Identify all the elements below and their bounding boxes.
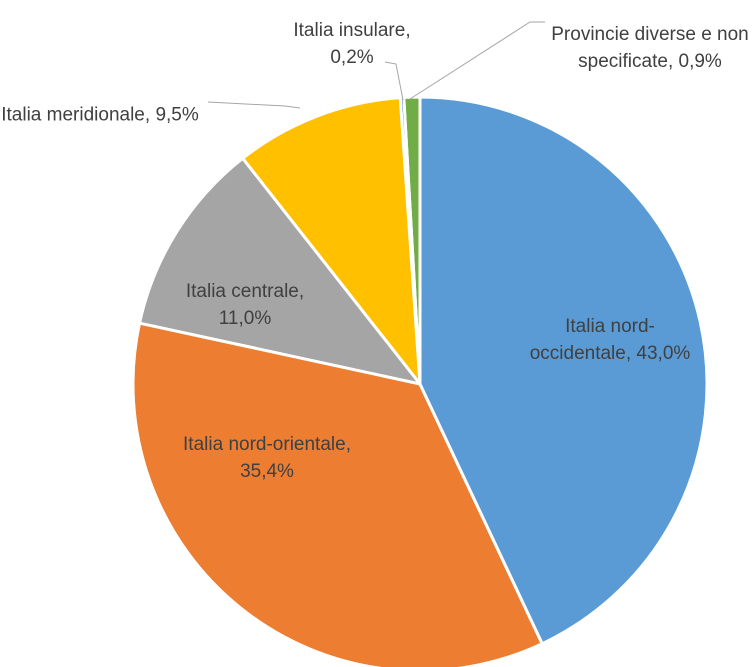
pie-slice — [138, 156, 422, 386]
data-label: Provincie diverse e non specificate, 0,9… — [540, 21, 755, 75]
label-name: Provincie diverse e non specificate — [551, 24, 755, 72]
label-name: Italia nord-orientale — [183, 434, 346, 455]
leader-line — [207, 101, 301, 109]
label-name: Italia centrale — [185, 281, 299, 302]
label-value: 0,2% — [330, 47, 374, 68]
label-separator: , — [345, 434, 357, 455]
leader-line — [409, 21, 545, 100]
leader-line — [384, 61, 404, 101]
pie-slice — [241, 96, 422, 386]
label-separator: , — [625, 343, 637, 364]
pie-slice — [418, 95, 709, 646]
data-label: Italia centrale, 11,0% — [160, 278, 330, 332]
label-value: 9,5% — [155, 104, 199, 126]
label-separator: , — [667, 51, 679, 72]
label-name: Italia meridionale — [1, 104, 145, 126]
label-separator: , — [405, 20, 416, 41]
label-value: 35,4% — [240, 461, 294, 482]
label-separator: , — [144, 104, 156, 126]
data-label: Italia insulare, 0,2% — [277, 17, 427, 71]
label-value: 43,0% — [636, 343, 691, 364]
label-separator: , — [298, 281, 310, 302]
label-value: 0,9% — [678, 51, 722, 72]
label-name: Italia nord-occidentale — [529, 316, 655, 364]
data-label: Italia meridionale, 9,5% — [0, 102, 200, 129]
label-value: 11,0% — [218, 308, 272, 329]
label-name: Italia insulare — [293, 20, 406, 41]
data-label: Italia nord-orientale, 35,4% — [182, 431, 352, 485]
pie-slice — [131, 321, 544, 667]
data-label: Italia nord-occidentale, 43,0% — [520, 313, 700, 367]
